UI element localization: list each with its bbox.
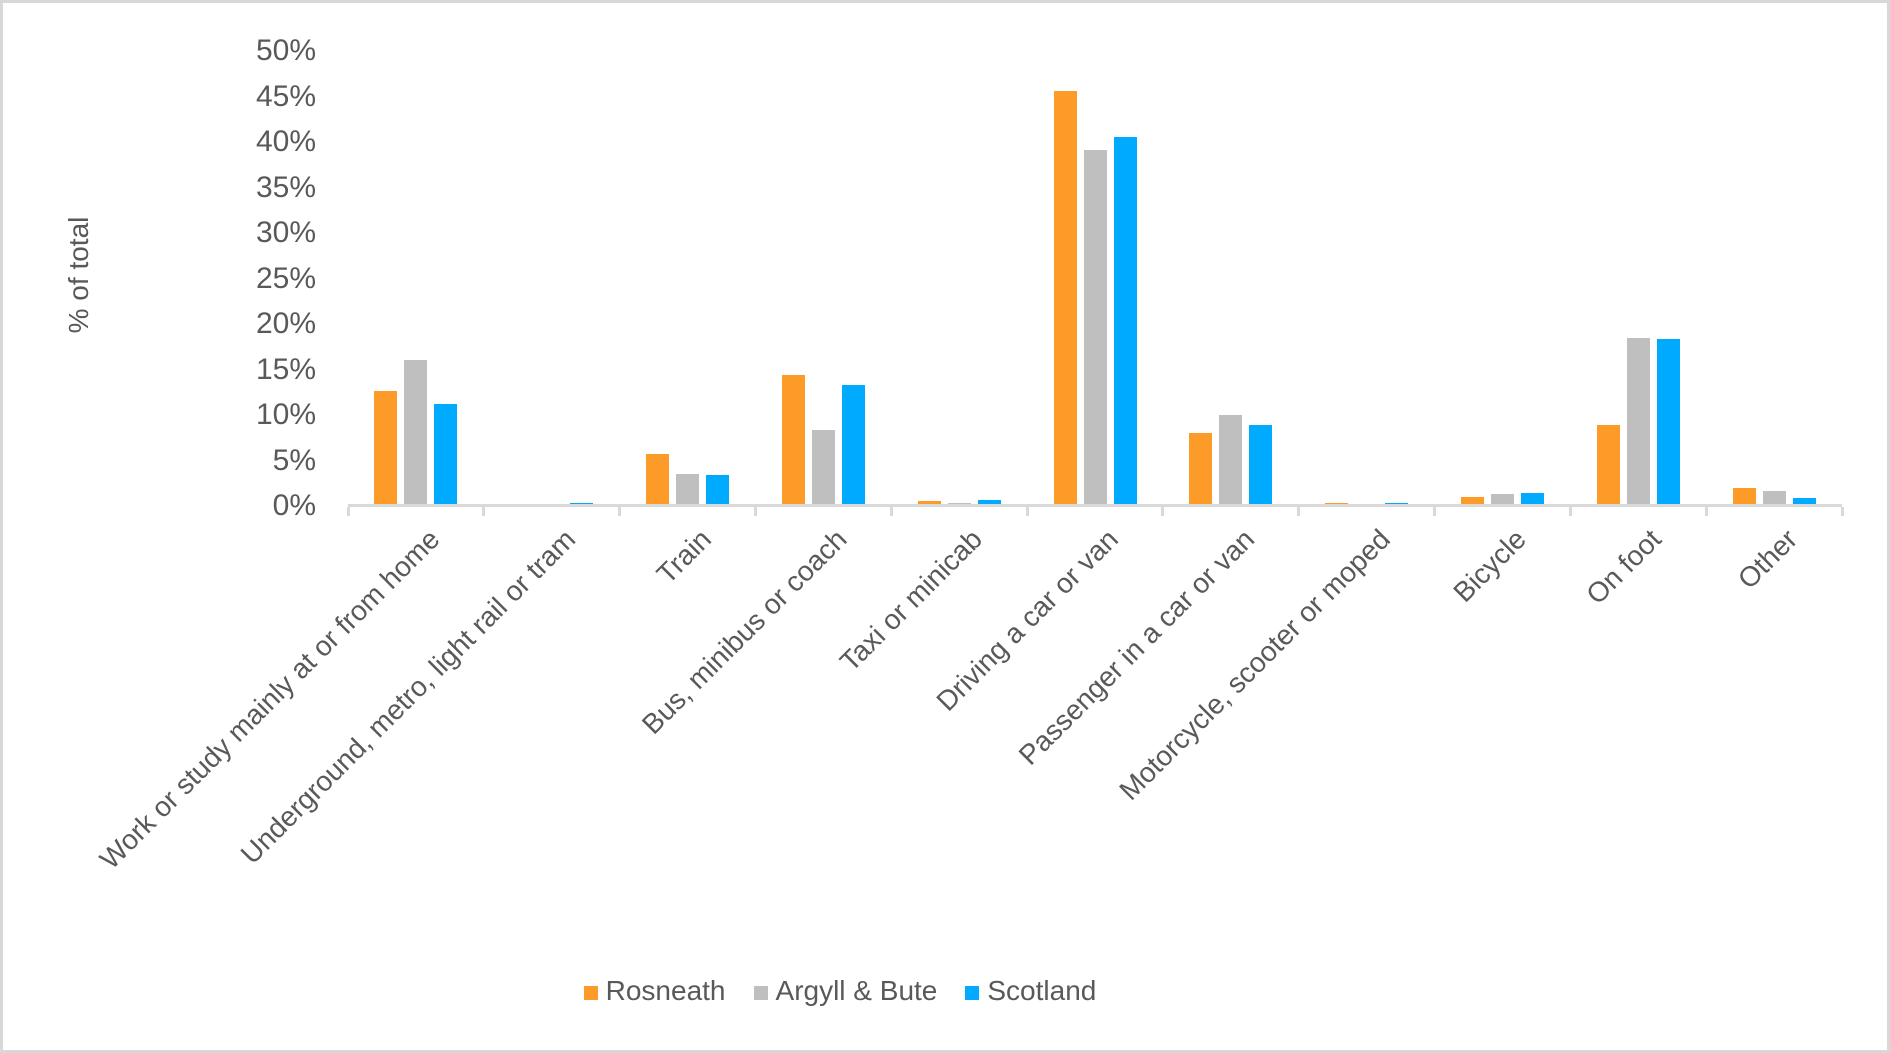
- bar-rosneath: [646, 454, 670, 506]
- x-axis-tick: [1161, 507, 1165, 516]
- bar-argyll-bute: [1219, 415, 1243, 506]
- category-label-text: Motorcycle, scooter or moped: [1113, 523, 1396, 807]
- y-tick-label: 0%: [272, 489, 316, 522]
- bar-scotland: [977, 500, 1001, 506]
- x-axis-tick: [1704, 507, 1708, 516]
- category-label-text: Other: [1731, 523, 1804, 595]
- x-axis-tick: [1568, 507, 1572, 516]
- category-label-text: Bicycle: [1447, 523, 1532, 608]
- bar-rosneath: [1053, 91, 1077, 506]
- bar-scotland: [434, 404, 458, 506]
- bar-argyll-bute: [676, 474, 700, 506]
- y-tick-label: 15%: [255, 352, 316, 386]
- category-label-text: Taxi or minicab: [834, 523, 989, 678]
- x-axis-tick: [1025, 507, 1029, 516]
- x-axis-tick: [889, 507, 893, 516]
- x-axis-line: [348, 504, 1842, 507]
- x-axis-tick: [482, 507, 486, 516]
- x-axis-tick: [618, 507, 622, 516]
- y-tick-label: 45%: [255, 79, 316, 113]
- legend-swatch: [583, 985, 598, 1000]
- bar-rosneath: [374, 391, 398, 506]
- category-label-text: On foot: [1580, 523, 1668, 611]
- bar-argyll-bute: [1083, 150, 1107, 506]
- bar-scotland: [1656, 339, 1680, 506]
- bar-rosneath: [1732, 488, 1756, 506]
- y-tick-label: 20%: [255, 307, 316, 340]
- y-tick-label: 50%: [255, 34, 316, 67]
- y-tick-label: 25%: [255, 261, 316, 295]
- y-tick-label: 35%: [255, 170, 316, 204]
- bar-scotland: [1249, 425, 1273, 506]
- bar-scotland: [706, 475, 730, 506]
- legend-item: Argyll & Bute: [753, 975, 938, 1007]
- bar-scotland: [841, 385, 865, 506]
- bar-rosneath: [917, 501, 941, 506]
- bar-argyll-bute: [1626, 338, 1650, 506]
- x-axis-tick: [346, 507, 350, 516]
- bar-argyll-bute: [1490, 494, 1514, 506]
- legend-label: Scotland: [987, 975, 1097, 1006]
- bar-scotland: [1792, 498, 1816, 506]
- bar-scotland: [1113, 137, 1137, 506]
- bar-rosneath: [781, 375, 805, 506]
- bar-scotland: [1520, 493, 1544, 506]
- legend-swatch: [753, 985, 768, 1000]
- y-tick-label: 30%: [255, 216, 316, 249]
- y-tick-label: 5%: [272, 443, 316, 477]
- x-axis-tick: [753, 507, 757, 516]
- category-label-text: Passenger in a car or van: [1012, 523, 1261, 771]
- bar-rosneath: [1596, 425, 1620, 506]
- bar-rosneath: [1189, 433, 1213, 506]
- bar-argyll-bute: [811, 430, 835, 506]
- legend-item: Scotland: [965, 975, 1096, 1007]
- x-axis-tick: [1433, 507, 1437, 516]
- category-label-text: Train: [650, 523, 717, 590]
- bar-argyll-bute: [1762, 491, 1786, 506]
- legend-label: Rosneath: [605, 975, 726, 1006]
- x-axis-tick: [1840, 507, 1844, 516]
- y-axis-title: % of total: [63, 216, 94, 334]
- y-tick-label: 10%: [255, 398, 316, 431]
- y-tick-label: 40%: [255, 125, 316, 158]
- bar-rosneath: [1460, 497, 1484, 506]
- legend-item: Rosneath: [583, 975, 726, 1007]
- bar-argyll-bute: [404, 360, 428, 506]
- legend-swatch: [965, 985, 980, 1000]
- legend: Rosneath Argyll & Bute Scotland: [3, 975, 1782, 1007]
- x-axis-tick: [1297, 507, 1301, 516]
- legend-label: Argyll & Bute: [775, 975, 938, 1006]
